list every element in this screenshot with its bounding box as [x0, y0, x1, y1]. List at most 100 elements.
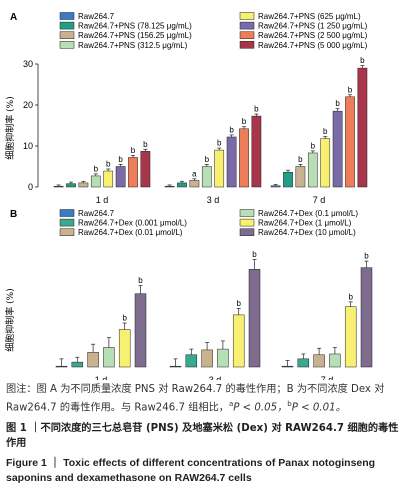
panel-a-x-labels: 1 d 3 d 7 d	[96, 195, 326, 205]
bar	[66, 183, 76, 188]
legend-swatch	[59, 41, 75, 49]
legend-swatch	[239, 209, 255, 217]
bar	[134, 293, 147, 368]
legend-label: Raw264.7+PNS (625 μg/mL)	[258, 12, 361, 21]
legend-label: Raw264.7+PNS (312.5 μg/mL)	[78, 41, 188, 50]
bar	[201, 166, 212, 188]
panel-a-ylabel: 细胞抑制率 (%)	[4, 96, 16, 159]
significance-label: b	[364, 252, 369, 261]
significance-label: b	[217, 139, 222, 148]
legend-swatch	[59, 218, 75, 227]
legend-swatch	[239, 21, 255, 30]
bar	[169, 365, 182, 368]
significance-label: b	[242, 117, 247, 126]
bar	[201, 349, 213, 368]
legend-swatch	[239, 228, 255, 236]
legend-label: Raw264.7+PNS (156.25 μg/mL)	[78, 31, 192, 40]
bar	[103, 170, 114, 188]
bar	[71, 361, 84, 368]
y-tick-label: 30	[23, 59, 33, 69]
figure-title-en: Figure 1 ｜ Toxic effects of different co…	[6, 457, 376, 484]
bar	[239, 128, 249, 188]
bar	[344, 306, 357, 368]
legend-label: Raw264.7+PNS (2 500 μg/mL)	[258, 31, 368, 40]
significance-label: b	[252, 250, 257, 259]
sig-b-text: P < 0.01。	[291, 402, 346, 414]
legend-swatch	[59, 209, 75, 217]
bar	[115, 166, 126, 188]
legend-swatch	[239, 31, 255, 39]
legend-label: Raw264.7	[78, 209, 115, 218]
bar	[90, 175, 101, 188]
bar	[140, 151, 151, 188]
caption-note-text: 图注：图 A 为不同质量浓度 PNS 对 Raw264.7 的毒性作用；B 为不…	[6, 384, 385, 414]
bar	[164, 185, 175, 188]
bar	[313, 354, 325, 368]
bar	[281, 365, 294, 368]
bar	[185, 354, 198, 368]
panel-a-y-ticks: 0 10 20 30	[23, 59, 38, 192]
bar	[177, 182, 187, 188]
bar	[232, 314, 245, 368]
bar	[87, 352, 99, 368]
bar	[78, 182, 89, 188]
bar	[283, 171, 293, 188]
x-tick-label: 7 d	[321, 375, 334, 380]
bar	[329, 353, 341, 368]
legend-label: Raw264.7+Dex (0.01 μmol/L)	[78, 228, 183, 237]
panel-b-x-labels: 1 d 3 d 7 d	[95, 375, 334, 380]
bar	[345, 96, 355, 188]
significance-label: b	[254, 105, 259, 114]
caption-note: 图注：图 A 为不同质量浓度 PNS 对 Raw264.7 的毒性作用；B 为不…	[6, 382, 402, 415]
bar	[270, 185, 281, 188]
bar	[128, 157, 138, 188]
figure-title-cn: 图 1 ｜不同浓度的三七总皂苷 (PNS) 及地塞米松 (Dex) 对 RAW2…	[6, 423, 399, 449]
sig-a-text: P < 0.05，	[233, 402, 288, 414]
legend-swatch	[59, 228, 75, 236]
legend-swatch	[59, 12, 75, 20]
significance-label: b	[323, 127, 328, 136]
panel-b-ylabel: 细胞抑制率 (%)	[4, 288, 16, 351]
significance-label: b	[236, 299, 241, 308]
significance-label: b	[311, 141, 316, 150]
bar	[295, 166, 306, 188]
sig-a-mark: a	[228, 400, 234, 408]
y-tick-label: 0	[28, 182, 33, 192]
significance-label: b	[229, 125, 234, 134]
legend-label: Raw264.7+Dex (10 μmol/L)	[258, 228, 356, 237]
legend-label: Raw264.7+PNS (1 250 μg/mL)	[258, 22, 368, 31]
sig-b-mark: b	[287, 400, 292, 408]
y-tick-label: 20	[23, 100, 33, 110]
legend-label: Raw264.7+Dex (0.1 μmol/L)	[258, 209, 358, 218]
significance-label: b	[94, 164, 99, 173]
significance-label: b	[298, 155, 303, 164]
bar	[217, 348, 229, 368]
legend-swatch	[239, 218, 255, 227]
x-tick-label: 3 d	[207, 195, 220, 205]
legend-swatch	[239, 41, 255, 49]
significance-label: b	[205, 155, 210, 164]
panel-a-letter: A	[10, 12, 17, 23]
bar	[248, 269, 261, 368]
bar	[357, 67, 368, 188]
bar	[103, 347, 115, 368]
significance-label: b	[122, 314, 127, 323]
panel-b-bars: b b b b b b	[55, 250, 373, 368]
bar	[55, 365, 68, 368]
significance-label: b	[106, 159, 111, 168]
bar	[214, 149, 225, 188]
bar	[189, 180, 200, 188]
bar	[307, 152, 318, 188]
legend-label: Raw264.7+PNS (5 000 μg/mL)	[258, 41, 368, 50]
bar	[118, 329, 131, 368]
bar	[297, 358, 310, 368]
legend-label: Raw264.7+Dex (1 μmol/L)	[258, 219, 352, 228]
bar	[360, 267, 373, 368]
legend-label: Raw264.7+Dex (0.001 μmol/L)	[78, 219, 187, 228]
x-tick-label: 7 d	[313, 195, 326, 205]
legend-swatch	[239, 12, 255, 20]
x-tick-label: 1 d	[95, 375, 108, 380]
legend-swatch	[59, 21, 75, 30]
